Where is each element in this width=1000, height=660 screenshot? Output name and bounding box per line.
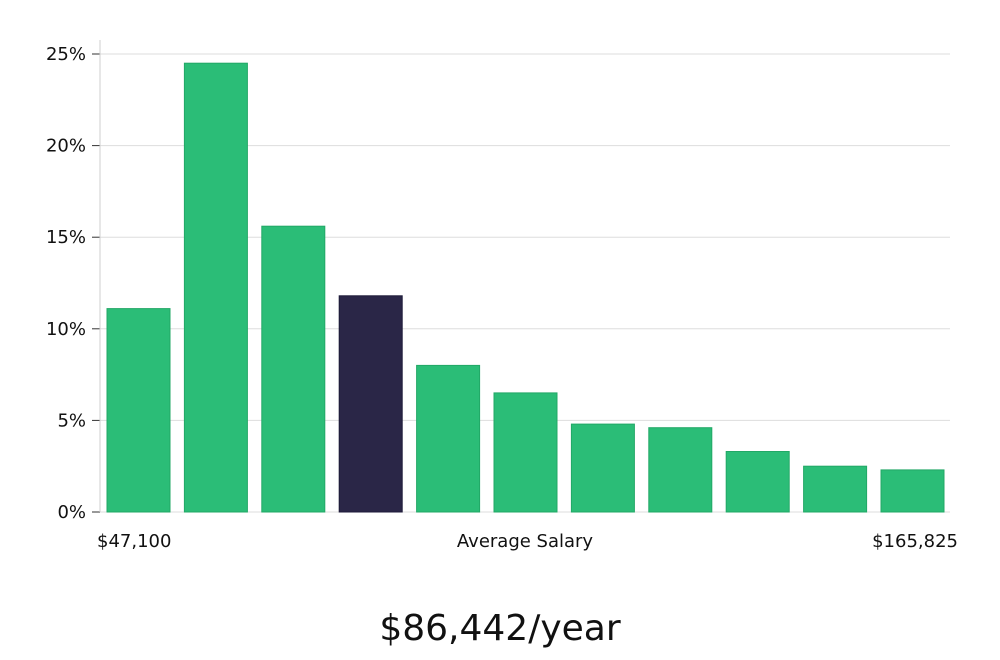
bar [804,466,867,512]
bar [417,365,480,512]
salary-distribution-chart: 0%5%10%15%20%25% $47,100 Average Salary … [0,0,1000,600]
bar-highlighted [339,296,402,512]
y-tick-label: 15% [46,227,86,248]
bars [107,63,944,512]
y-tick-label: 0% [57,502,86,523]
y-tick-label: 25% [46,44,86,65]
x-axis-title: Average Salary [457,531,594,552]
x-range-max-label: $165,825 [872,531,958,552]
bar [262,226,325,512]
bar [726,452,789,513]
bar [107,309,170,512]
x-range-min-label: $47,100 [97,531,171,552]
y-tick-label: 10% [46,319,86,340]
bar [881,470,944,512]
y-tick-label: 20% [46,136,86,157]
y-axis-ticks: 0% 5% 10% 15% 20% 25% [46,44,100,523]
bar [571,424,634,512]
bar [649,428,712,512]
bar [494,393,557,512]
bar [184,63,247,512]
average-salary-value: $86,442/year [0,608,1000,649]
y-tick-label: 5% [57,410,86,431]
